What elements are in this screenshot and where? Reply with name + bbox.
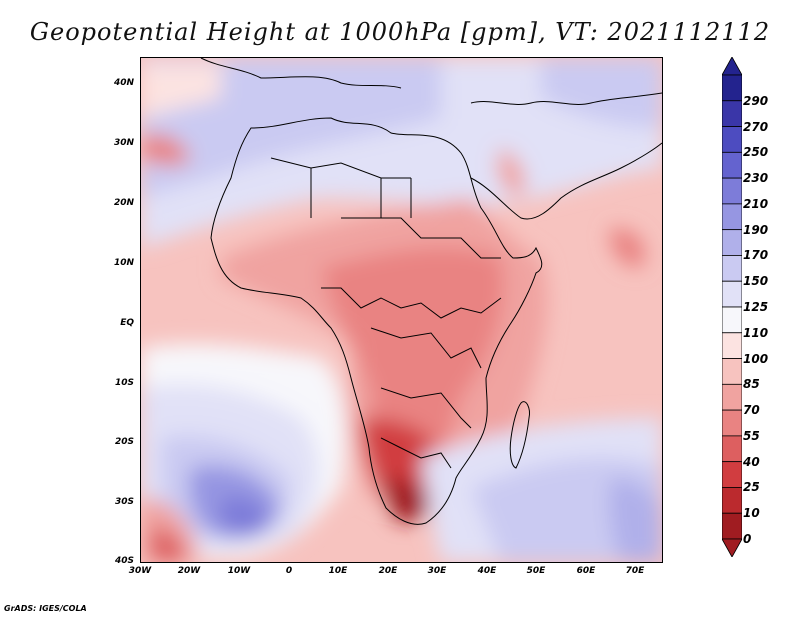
lon-label-30w: 30W bbox=[128, 566, 152, 576]
colorbar-label: 110 bbox=[743, 325, 769, 340]
map-panel bbox=[140, 57, 663, 563]
colorbar-swatch bbox=[722, 435, 742, 463]
colorbar-swatch bbox=[722, 512, 742, 540]
lat-label-40s: 40S bbox=[114, 556, 134, 566]
colorbar-swatch bbox=[722, 358, 742, 385]
colorbar-swatch bbox=[722, 255, 742, 282]
colorbar-label: 100 bbox=[743, 351, 769, 366]
colorbar-label: 250 bbox=[743, 145, 769, 160]
coastlines bbox=[200, 58, 662, 525]
colorbar-label: 190 bbox=[743, 222, 769, 237]
lon-label-0: 0 bbox=[285, 566, 293, 576]
colorbar-swatch bbox=[722, 332, 742, 359]
colorbar-swatch bbox=[722, 306, 742, 334]
colorbar-label: 125 bbox=[743, 300, 769, 314]
lon-label-60e: 60E bbox=[576, 566, 596, 576]
colorbar-label: 40 bbox=[743, 454, 760, 469]
colorbar-label: 170 bbox=[743, 248, 769, 263]
lon-label-10w: 10W bbox=[227, 566, 251, 576]
colorbar-label: 0 bbox=[743, 532, 752, 546]
lat-label-20n: 20N bbox=[113, 198, 134, 208]
footer-credit: GrADS: IGES/COLA bbox=[4, 604, 87, 613]
colorbar-top-arrow bbox=[722, 57, 742, 76]
colorbar-swatch bbox=[722, 383, 742, 411]
colorbar-label: 25 bbox=[743, 480, 760, 495]
chart-title: Geopotential Height at 1000hPa [gpm], VT… bbox=[29, 18, 771, 46]
height-field-shading bbox=[141, 58, 662, 562]
colorbar-swatch bbox=[722, 100, 742, 127]
colorbar-label: 10 bbox=[743, 506, 760, 521]
lat-label-40n: 40N bbox=[113, 78, 134, 88]
colorbar-swatch bbox=[722, 74, 742, 102]
colorbar-swatch bbox=[722, 487, 742, 514]
colorbar-label: 270 bbox=[743, 119, 769, 134]
lon-label-30e: 30E bbox=[427, 566, 447, 576]
colorbar-swatch bbox=[722, 203, 742, 231]
colorbar-swatch bbox=[722, 280, 742, 308]
lat-label-30s: 30S bbox=[114, 497, 134, 507]
colorbar-swatch bbox=[722, 177, 742, 205]
colorbar-swatch bbox=[722, 409, 742, 437]
lon-label-10e: 10E bbox=[328, 566, 348, 576]
colorbar-swatch bbox=[722, 126, 742, 153]
colorbar-swatch bbox=[722, 151, 742, 179]
colorbar-swatch bbox=[722, 229, 742, 256]
lon-label-40e: 40E bbox=[477, 566, 497, 576]
lat-label-eq: EQ bbox=[120, 318, 134, 328]
colorbar bbox=[722, 57, 742, 557]
colorbar-label: 150 bbox=[743, 274, 769, 289]
colorbar-swatch bbox=[722, 461, 742, 488]
colorbar-label: 55 bbox=[743, 428, 760, 443]
colorbar-label: 210 bbox=[743, 196, 769, 211]
lat-label-30n: 30N bbox=[113, 138, 134, 148]
colorbar-label: 230 bbox=[743, 171, 769, 186]
lon-label-70e: 70E bbox=[625, 566, 645, 576]
lat-label-20s: 20S bbox=[114, 437, 134, 447]
lat-label-10s: 10S bbox=[114, 378, 134, 388]
colorbar-label: 70 bbox=[743, 403, 760, 418]
colorbar-label: 85 bbox=[743, 377, 760, 392]
height-field-map bbox=[141, 58, 662, 562]
lat-label-10n: 10N bbox=[113, 258, 134, 268]
lon-label-50e: 50E bbox=[526, 566, 546, 576]
lon-label-20w: 20W bbox=[177, 566, 201, 576]
lon-label-20e: 20E bbox=[378, 566, 398, 576]
colorbar-bottom-arrow bbox=[722, 538, 742, 557]
colorbar-label: 290 bbox=[743, 93, 769, 108]
